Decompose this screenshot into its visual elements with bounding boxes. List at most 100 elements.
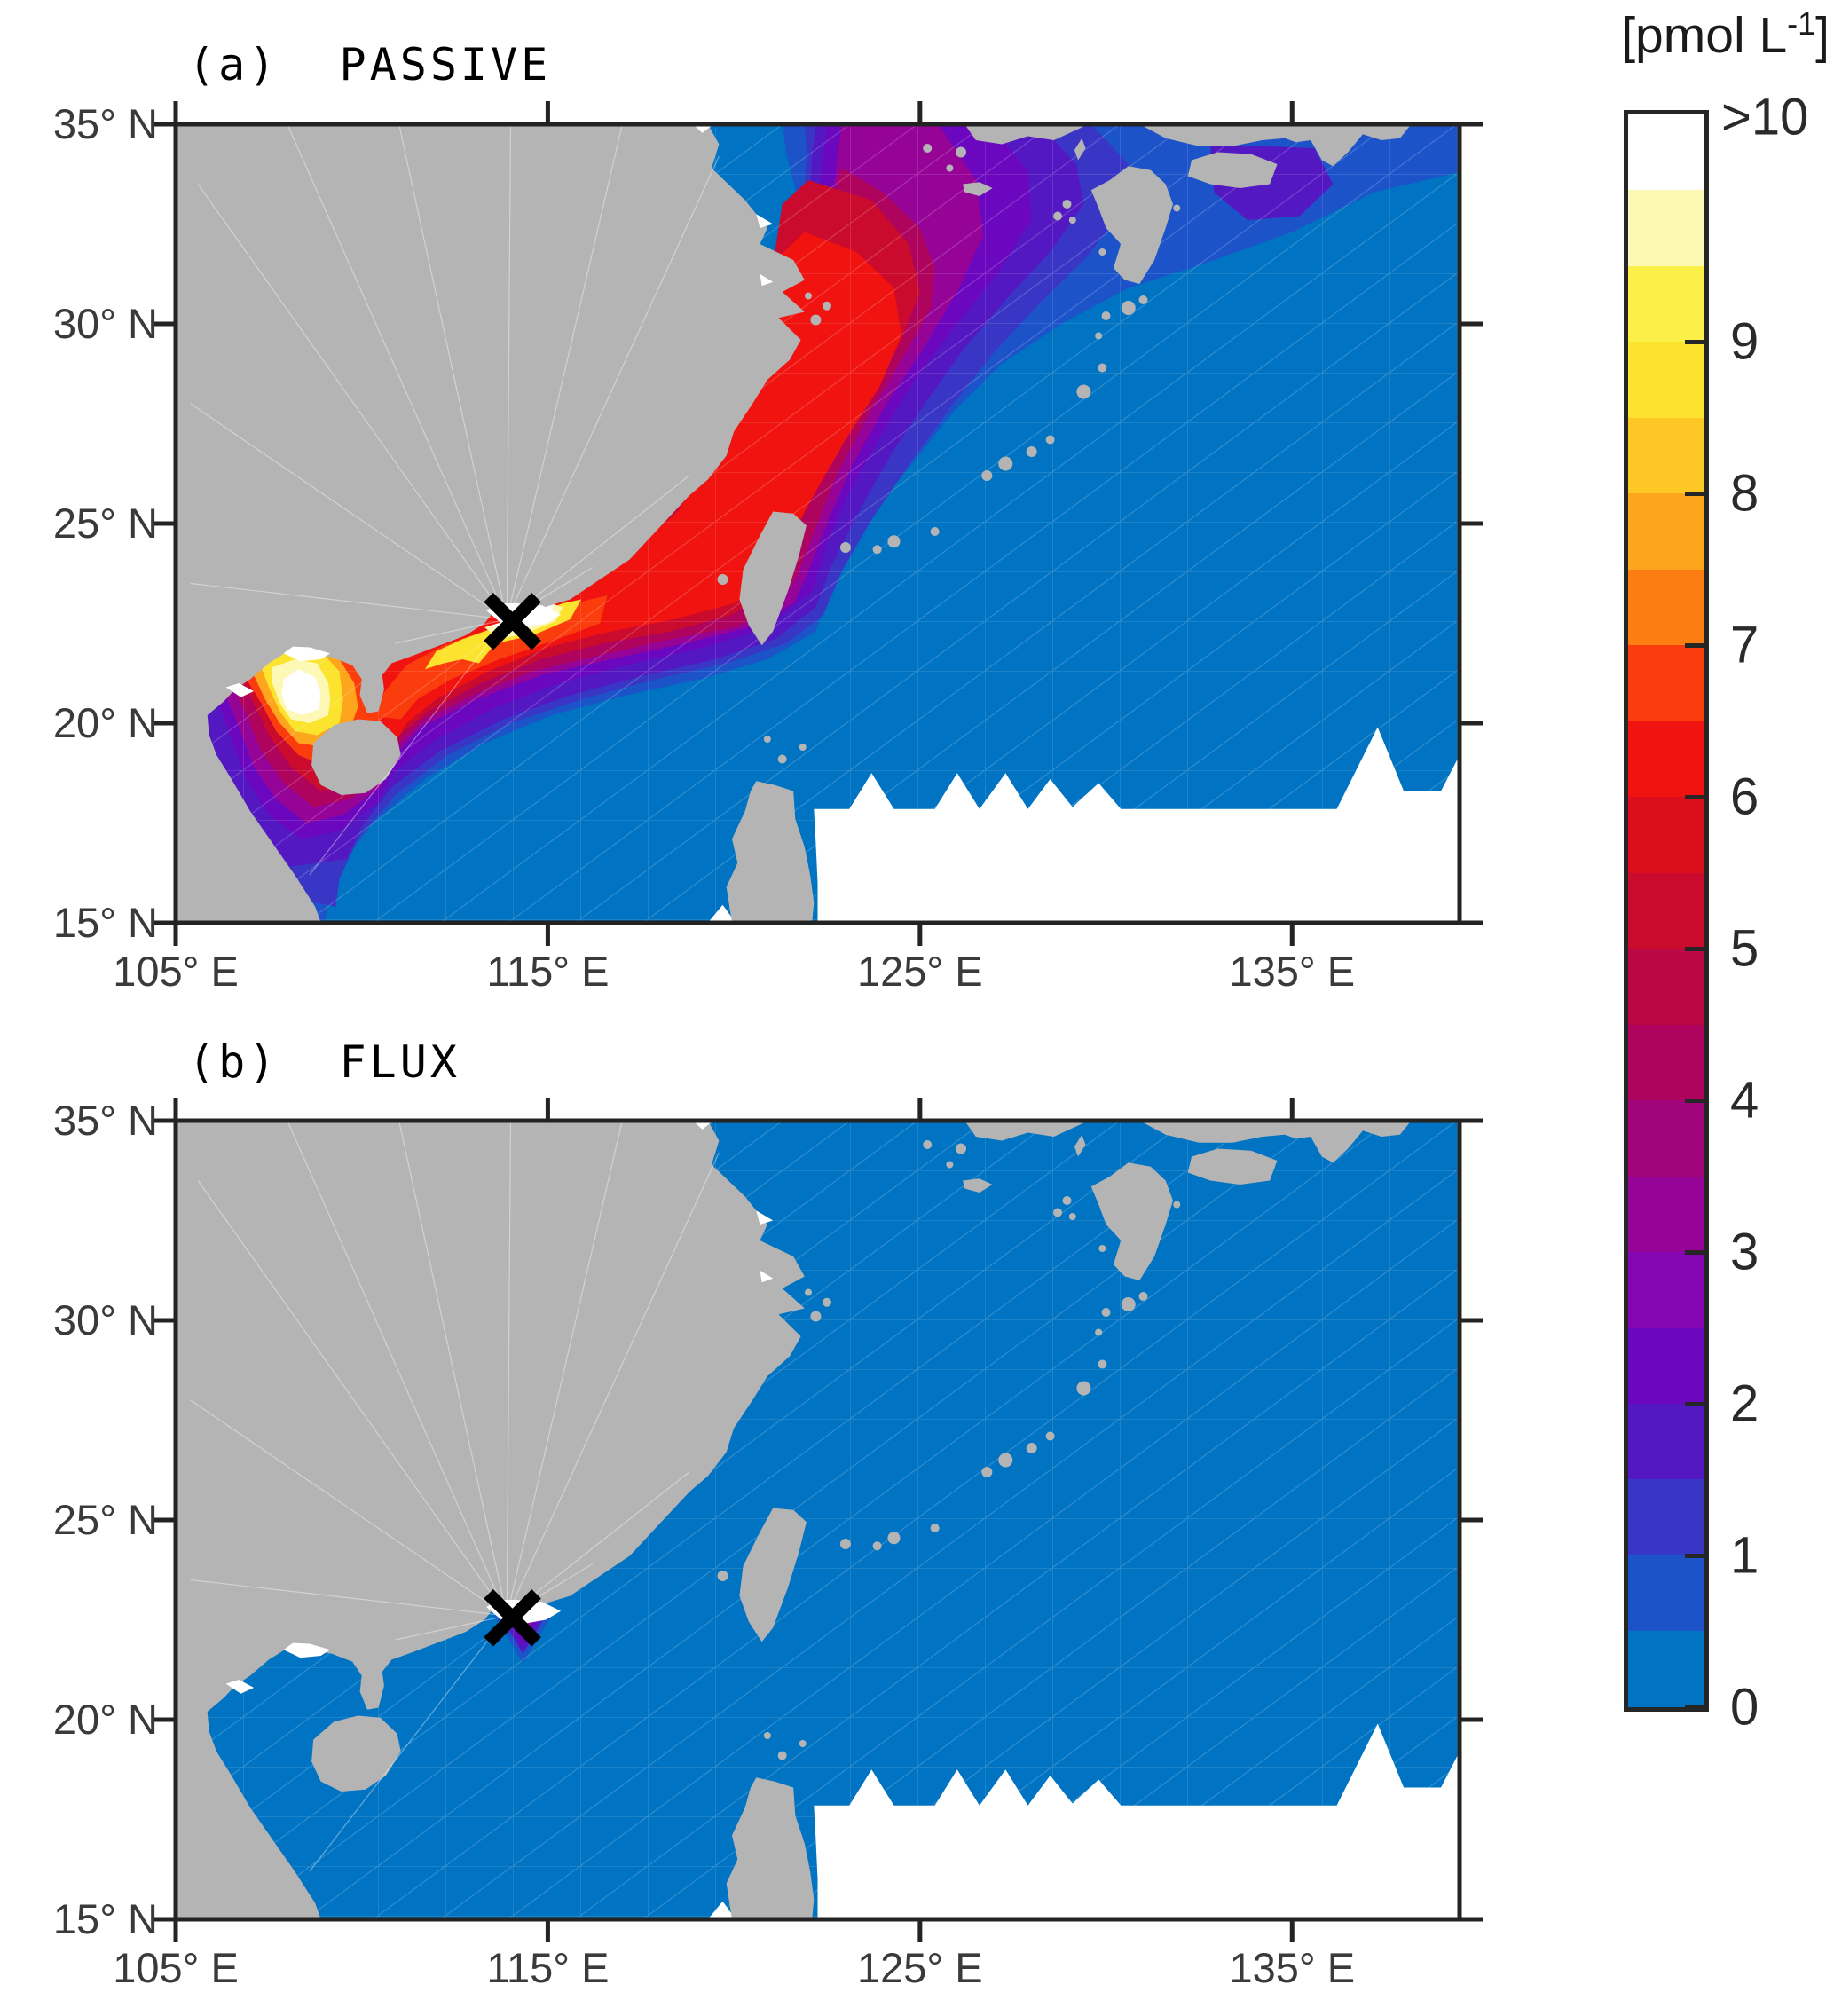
islet [981,1467,993,1477]
land-honshu [1139,1121,1412,1163]
no-data-region [707,1901,736,1919]
islet [946,164,954,172]
colorbar-band-11 [1628,797,1704,873]
land-jeju [963,182,993,196]
colorbar-tick-label-9: 9 [1730,312,1759,371]
islet [1138,1292,1148,1301]
coast-white-guangxi-flats [283,646,331,662]
y-tick-label-a-15: 15° N [52,899,158,946]
islet [998,1453,1013,1468]
colorbar-tick-0 [1685,1705,1705,1710]
y-tick-label-b-20: 20° N [52,1696,158,1743]
site-marker-x [484,1588,541,1647]
y-tick-label-b-35: 35° N [52,1097,158,1144]
colorbar-unit-exponent: -1 [1787,5,1816,42]
islet [763,1732,771,1739]
colorbar-band-4 [1628,1327,1704,1404]
land-streak [506,1121,623,1617]
land-streak [395,1615,508,1641]
islet [1173,1201,1181,1209]
colorbar-band-6 [1628,1176,1704,1253]
x-tick-label-a-135: 135° E [1229,948,1356,995]
colorbar-unit-close: ] [1815,7,1830,64]
colorbar-band-2 [1628,1479,1704,1555]
land-tsushima [1074,138,1086,161]
islet [1053,1208,1063,1217]
land-hainan [311,719,401,795]
colorbar-tick-label-6: 6 [1730,768,1759,826]
colorbar-over-label: >10 [1721,88,1809,146]
islet [1138,295,1148,304]
islet [1121,1297,1136,1311]
islet [1098,1359,1107,1369]
colorbar-band-17 [1628,342,1704,418]
land-streak [190,1579,508,1617]
islet [1095,1328,1103,1336]
land-streak [506,155,720,620]
islet [1101,1308,1111,1317]
islet [981,470,993,481]
land-streak [506,475,690,620]
islet [1068,217,1076,224]
x-tick-label-a-105: 105° E [113,948,239,995]
islet [923,144,933,153]
coast-white-yangtze-inlet-1 [756,1210,774,1225]
islet [1053,211,1063,221]
colorbar-tick-label-0: 0 [1730,1678,1759,1736]
islet [839,542,851,553]
land-streak [190,403,508,620]
colorbar-tick-3 [1685,1249,1705,1255]
islet [1098,248,1106,256]
land-streak [197,184,508,620]
land-luzon [726,781,815,923]
colorbar-tick-label-8: 8 [1730,464,1759,523]
land-korea-south-coast [964,124,1088,145]
islet [805,292,813,300]
land-streak [287,1121,508,1617]
land-china-vietnam [176,1121,805,1919]
map-panel-a [153,101,1483,946]
islet [946,1161,954,1169]
coast-white-tonkin-head-flats [225,683,255,697]
colorbar-band-8 [1628,1024,1704,1101]
islet [799,744,807,751]
colorbar-tick-label-2: 2 [1730,1374,1759,1433]
islet [955,146,966,158]
panel-a-title: (a) PASSIVE [188,39,552,91]
islet [1068,1213,1076,1220]
islet [1101,311,1111,320]
islet [1173,204,1181,212]
land-streak [190,1399,508,1617]
land-jeju [963,1178,993,1193]
colorbar-band-0 [1628,1631,1704,1707]
colorbar-band-16 [1628,417,1704,494]
colorbar-band-3 [1628,1403,1704,1480]
islet [799,1740,807,1747]
islet [1026,1443,1037,1453]
colorbar-unit-text: [pmol L [1621,7,1788,64]
islet [763,736,771,743]
islet [777,1751,787,1760]
islet [1076,384,1091,399]
colorbar-band-19 [1628,190,1704,266]
islet [1062,1196,1072,1205]
coast-white-tonkin-head-flats [225,1680,255,1694]
islet [1121,301,1136,315]
y-tick-label-a-35: 35° N [52,100,158,147]
y-tick-label-a-20: 20° N [52,699,158,746]
land-shikoku [1187,152,1278,188]
land-korea-south-coast [964,1121,1088,1141]
coast-white-yangtze-inlet-2 [760,273,774,287]
y-tick-label-b-25: 25° N [52,1496,158,1543]
no-data-region [814,1723,1460,1919]
colorbar-tick-7 [1685,642,1705,648]
islet [1095,332,1103,340]
land-taiwan [739,511,807,646]
land-tsushima [1074,1134,1086,1157]
islet [717,1571,728,1581]
islet [1098,1245,1106,1252]
site-marker-x [484,592,541,650]
islet [930,1524,940,1532]
land-streak [287,124,508,620]
colorbar-band-9 [1628,949,1704,1025]
